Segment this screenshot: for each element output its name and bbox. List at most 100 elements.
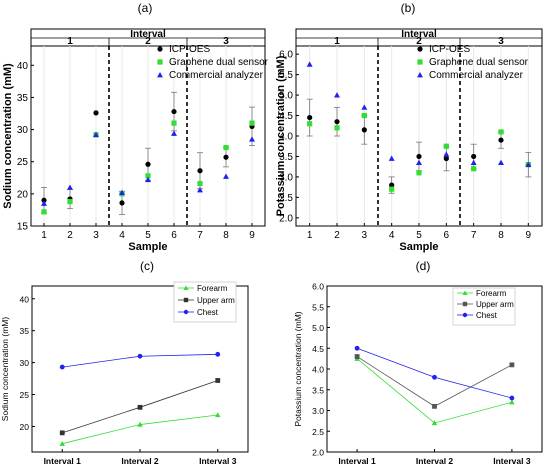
y-axis-label: Sodium concentration (mM) <box>2 63 14 209</box>
y-tick-label: 4.5 <box>279 111 293 122</box>
y-tick-label: 20 <box>17 189 29 200</box>
data-point <box>215 412 221 418</box>
panel-label: (b) <box>401 1 416 15</box>
x-tick-label: Interval 3 <box>199 456 237 466</box>
data-point <box>306 61 313 67</box>
x-tick-label: 1 <box>41 230 47 241</box>
panel-2: (c) Interval 1 Interval 2 Interval 3 20 25 30 3… <box>0 259 249 466</box>
data-point <box>432 374 437 380</box>
x-tick-label: 6 <box>444 230 450 241</box>
data-point <box>41 200 47 206</box>
data-point <box>498 159 504 165</box>
data-point <box>509 362 515 368</box>
y-tick-label: 5.5 <box>279 70 293 81</box>
data-point <box>443 151 450 157</box>
series-2 <box>59 351 221 370</box>
x-tick-label: 9 <box>249 230 255 241</box>
data-point <box>389 182 395 188</box>
data-point <box>416 159 422 165</box>
legend-label: Graphene dual sensor <box>429 57 529 68</box>
interval-label: 2 <box>145 36 151 47</box>
legend: Forearm Upper arm Chest <box>452 287 516 326</box>
legend-label: Forearm <box>476 289 507 298</box>
x-tick-label: 2 <box>334 230 340 241</box>
interval-header-title: Interval <box>130 29 166 40</box>
panel-label: (c) <box>140 259 154 273</box>
data-point <box>119 200 125 206</box>
x-tick-label: Interval 2 <box>121 456 159 466</box>
y-axis-label: Potassium concentration (mM) <box>293 311 303 426</box>
interval-label: 2 <box>416 36 422 47</box>
interval-header-title: Interval <box>401 29 437 40</box>
legend-marker <box>462 301 468 307</box>
series-line <box>62 414 218 445</box>
data-point <box>471 153 477 160</box>
series-line <box>356 356 513 407</box>
data-point <box>389 186 395 192</box>
data-point <box>171 108 177 115</box>
data-point <box>119 189 125 195</box>
x-tick-label: 8 <box>498 230 504 241</box>
x-tick-label: 2 <box>67 230 73 241</box>
data-point <box>249 120 255 126</box>
data-point <box>307 114 313 121</box>
series-2 <box>354 345 515 401</box>
y-tick-label: 2.0 <box>312 448 324 458</box>
legend-label: Forearm <box>197 284 228 293</box>
series-line <box>356 358 513 424</box>
data-point <box>388 155 395 161</box>
y-axis-label: Sodium concentration (mM) <box>0 317 10 422</box>
data-point <box>471 166 477 172</box>
x-tick-label: 8 <box>223 230 229 241</box>
x-axis-label: Sample <box>399 241 438 253</box>
data-point <box>223 154 229 160</box>
legend-label: Graphene dual sensor <box>169 57 269 68</box>
data-point <box>470 159 477 165</box>
data-point <box>416 153 422 160</box>
y-tick-label: 40 <box>17 61 29 72</box>
y-tick-label: 2.5 <box>279 193 293 204</box>
data-point <box>197 187 203 193</box>
data-point <box>361 104 368 110</box>
data-point <box>197 180 203 187</box>
series-2 <box>306 61 532 168</box>
interval-label: 1 <box>334 36 340 47</box>
x-tick-label: Interval 2 <box>416 456 454 466</box>
panel-3: (d) Interval 1 Interval 2 Interval 3 2.0 2.5 3… <box>293 259 543 466</box>
y-tick-label: 35 <box>20 326 30 336</box>
data-point <box>67 184 73 190</box>
data-point <box>334 125 340 131</box>
legend-marker <box>462 290 468 296</box>
y-tick-label: 3.0 <box>312 406 324 416</box>
series-0 <box>59 412 221 446</box>
x-tick-label: 5 <box>416 230 422 241</box>
y-tick-label: 4.0 <box>312 365 324 375</box>
interval-label: 3 <box>498 36 504 47</box>
y-tick-label: 6.0 <box>312 282 324 292</box>
legend-marker <box>183 297 189 303</box>
panel-0: (a) Interval 1 2 3 1 2 3 4 5 6 7 8 9 Sample 15 20 25 30 35 4… <box>2 1 269 253</box>
x-tick-label: Interval 1 <box>44 456 82 466</box>
data-point <box>498 137 504 143</box>
data-point <box>67 198 73 205</box>
x-tick-label: 5 <box>145 230 151 241</box>
legend-marker <box>157 59 163 65</box>
data-point <box>41 197 47 203</box>
y-tick-label: 35 <box>17 93 29 104</box>
x-tick-label: 6 <box>171 230 177 241</box>
data-point <box>509 395 515 401</box>
y-tick-label: 40 <box>20 294 30 304</box>
panel-1: (b) Interval 1 2 3 1 2 3 4 5 6 7 8 9 Sample 2.0 2.5 3.0 3.… <box>275 1 543 253</box>
y-tick-label: 5.0 <box>312 323 324 333</box>
data-point <box>215 351 221 357</box>
y-tick-label: 3.5 <box>312 385 324 395</box>
legend-marker <box>417 46 423 52</box>
series-line <box>356 347 513 399</box>
data-point <box>361 112 367 119</box>
data-point <box>59 430 65 436</box>
y-tick-label: 3.5 <box>279 152 293 163</box>
data-point <box>334 92 340 98</box>
data-point <box>145 161 151 167</box>
legend: ICP-OES Graphene dual sensor Commercial an… <box>417 44 529 81</box>
data-point <box>93 131 99 138</box>
